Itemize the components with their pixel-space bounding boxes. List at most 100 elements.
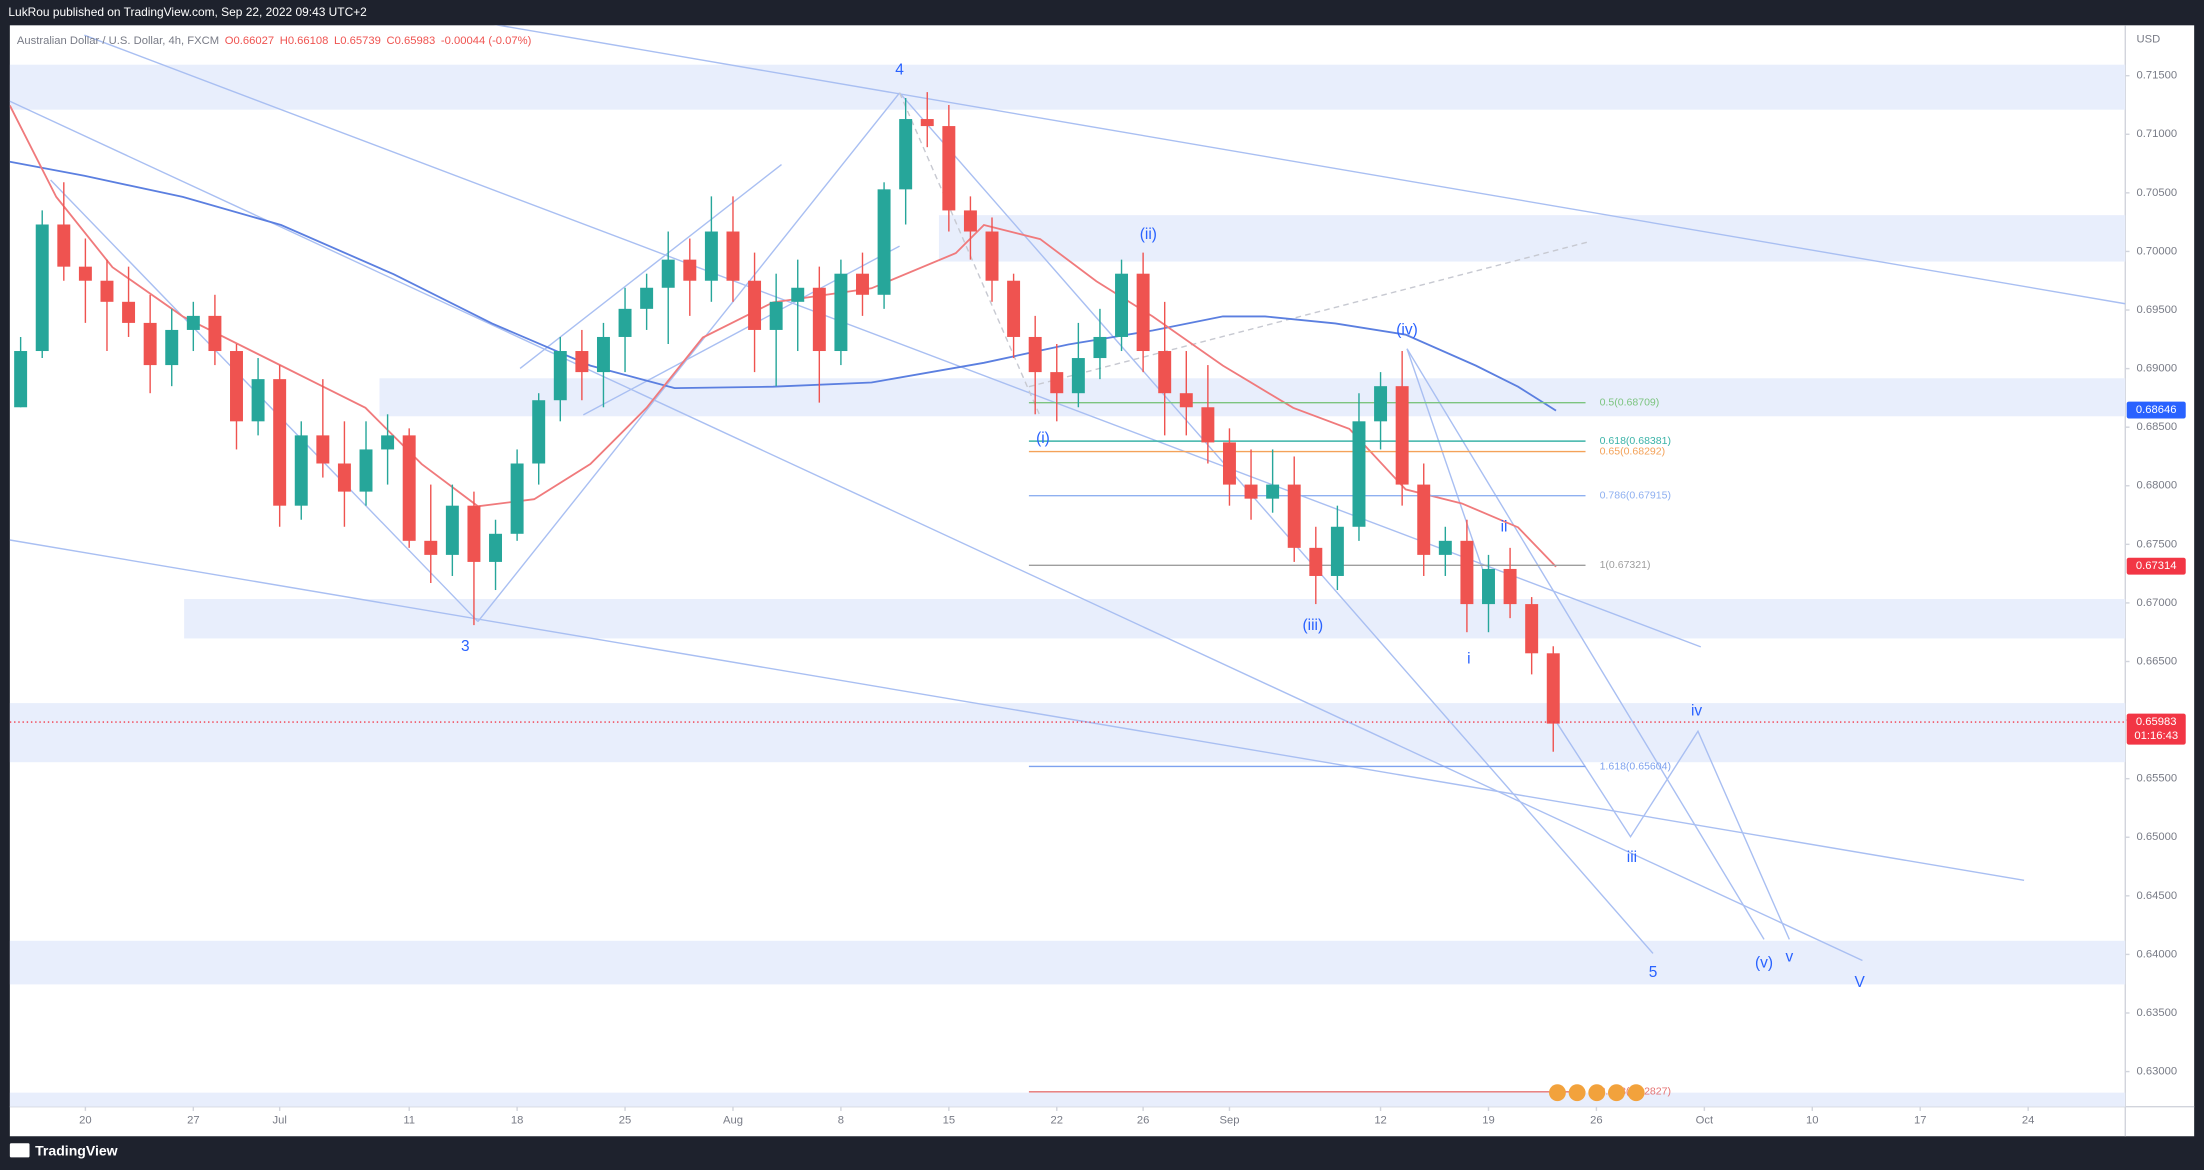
moving-average-slow	[9, 160, 1557, 412]
wave-label: 5	[1649, 964, 1658, 981]
candle-body	[683, 259, 697, 281]
candle-body	[942, 126, 956, 211]
candle-body	[1503, 568, 1517, 605]
x-tick-label: 8	[838, 1115, 844, 1127]
legend-line: Australian Dollar / U.S. Dollar, 4h, FXC…	[17, 35, 532, 47]
candle-body	[1309, 547, 1323, 576]
wave-label: ii	[1501, 518, 1508, 535]
x-tick-label: 10	[1806, 1115, 1818, 1127]
candle-body	[208, 315, 222, 352]
candle-body	[1179, 393, 1193, 408]
y-tick-label: 0.71500	[2137, 70, 2178, 82]
x-tick-label: 27	[187, 1115, 199, 1127]
candle-body	[165, 329, 179, 366]
change: -0.00044 (-0.07%)	[441, 35, 532, 47]
x-tick-label: 12	[1374, 1115, 1386, 1127]
candle-body	[963, 210, 977, 232]
candle-body	[532, 400, 546, 464]
projection	[1552, 716, 1790, 940]
price-tag-label: 0.68646	[2136, 404, 2177, 416]
candle-body	[920, 119, 934, 127]
candle-body	[661, 259, 675, 288]
candle-body	[186, 315, 200, 330]
candle-body	[445, 505, 459, 555]
candle-body	[402, 435, 416, 541]
fib-label: 1.618(0.65604)	[1600, 760, 1671, 772]
y-tick-label: 0.64000	[2137, 948, 2178, 960]
y-tick-label: 0.64500	[2137, 890, 2178, 902]
candle-body	[1374, 386, 1388, 422]
trend-line	[84, 34, 1702, 648]
wave-label: iv	[1691, 703, 1702, 720]
candle-body	[1222, 442, 1236, 485]
x-tick-label: 22	[1051, 1115, 1063, 1127]
x-tick-label: 25	[619, 1115, 631, 1127]
price-tag-label: 0.65983	[2136, 716, 2177, 728]
candle-body	[1525, 604, 1539, 654]
wave-label: (v)	[1755, 954, 1773, 971]
candle-body	[1201, 407, 1215, 443]
y-tick-label: 0.65500	[2137, 773, 2178, 785]
y-tick-label: 0.69500	[2137, 304, 2178, 316]
x-tick-label: Aug	[723, 1115, 743, 1127]
event-icon	[1608, 1084, 1625, 1102]
trend-line	[495, 25, 2126, 305]
zone	[9, 64, 2126, 110]
wave-label: V	[1854, 974, 1865, 991]
symbol: Australian Dollar / U.S. Dollar, 4h, FXC…	[17, 35, 219, 47]
candle-body	[834, 273, 848, 352]
x-tick-label: 24	[2022, 1115, 2034, 1127]
candle-body	[877, 189, 891, 295]
candle-body	[596, 336, 610, 373]
zone	[379, 378, 2126, 417]
x-tick-label: Sep	[1219, 1115, 1239, 1127]
event-icon	[1588, 1084, 1606, 1102]
candle-body	[1460, 540, 1474, 605]
candle-body	[122, 301, 136, 323]
drawings: 0.5(0.68709) 0.618(0.68381)0.65(0.68292) 0…	[9, 25, 2126, 1107]
y-tick-label: 0.68500	[2137, 421, 2178, 433]
candle-body	[1482, 568, 1495, 605]
candle-body	[14, 351, 28, 408]
footer: TradingView	[9, 1142, 118, 1158]
trend-line	[1406, 348, 1765, 940]
zone	[938, 215, 2126, 262]
candle-body	[1028, 336, 1042, 373]
candle-body	[381, 435, 395, 450]
zone	[9, 1092, 2126, 1107]
event-icons	[1548, 1084, 1645, 1102]
candle-body	[1395, 386, 1409, 485]
brand: TradingView	[35, 1142, 118, 1158]
y-tick-label: 0.65000	[2137, 831, 2178, 843]
wave-label: (iv)	[1396, 322, 1417, 339]
candle-body	[1158, 351, 1172, 394]
candle-body	[143, 322, 157, 366]
candle-body	[273, 379, 287, 506]
candle-body	[1438, 540, 1452, 555]
wave-label: (ii)	[1140, 226, 1157, 243]
ohlc: H0.66108	[280, 35, 329, 47]
y-tick-label: 0.66500	[2137, 655, 2178, 667]
candle-body	[489, 533, 503, 562]
x-tick-label: 18	[511, 1115, 523, 1127]
fib-label: 0.65(0.68292)	[1600, 445, 1666, 457]
candle-body	[1417, 484, 1431, 555]
trend-line	[9, 100, 1863, 962]
candle-body	[726, 231, 740, 281]
candle-body	[618, 308, 632, 337]
x-tick-label: 26	[1590, 1115, 1602, 1127]
wave-label: (i)	[1036, 430, 1050, 447]
time-axis	[9, 1106, 2195, 1137]
candle-body	[791, 287, 805, 302]
candle-body	[769, 301, 783, 330]
fib-label: 0.5(0.68709)	[1600, 396, 1660, 408]
currency: USD	[2137, 33, 2161, 45]
candle-body	[748, 280, 762, 330]
logo	[9, 1143, 30, 1158]
x-tick-label: Oct	[1696, 1115, 1714, 1127]
candle-body	[1093, 336, 1107, 359]
candle-body	[359, 449, 373, 492]
candle-body	[1266, 484, 1280, 499]
y-tick-label: 0.70500	[2137, 187, 2178, 199]
